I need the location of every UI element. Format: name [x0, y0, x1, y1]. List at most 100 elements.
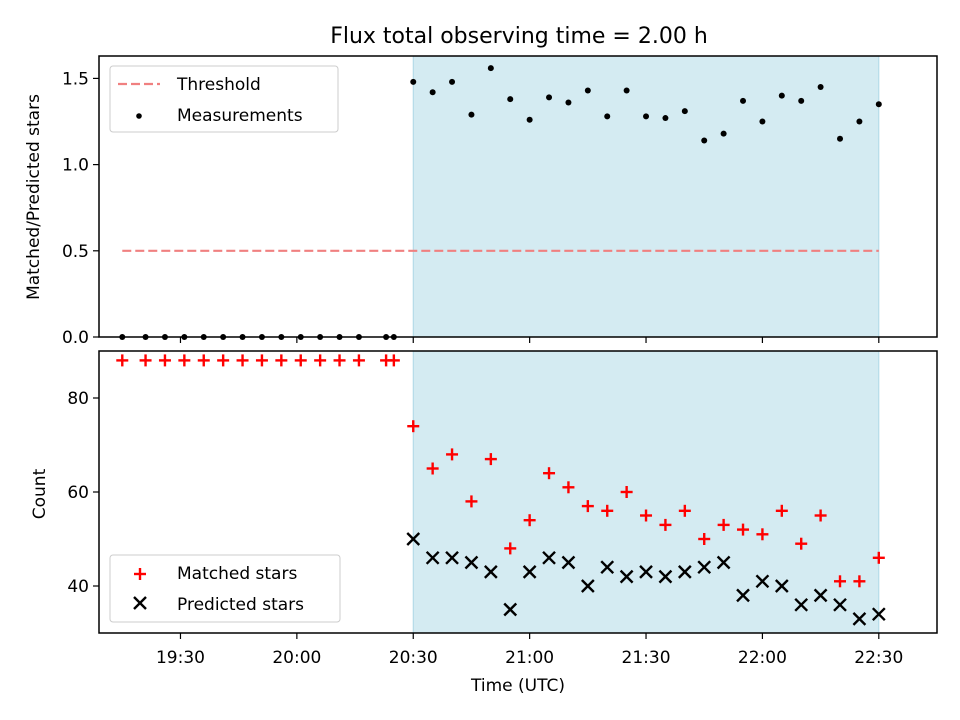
predicted-stars-point	[697, 560, 712, 575]
predicted-stars-point	[658, 569, 673, 584]
legend-predicted-swatch	[133, 596, 147, 610]
panel-ratio-frame	[98, 55, 938, 338]
measurement-point	[449, 78, 456, 85]
predicted-stars-point	[716, 555, 731, 570]
matched-stars-point	[484, 453, 497, 466]
matched-stars-point	[795, 537, 808, 550]
predicted-stars-point	[522, 565, 537, 579]
predicted-stars-point	[464, 555, 479, 570]
x-axis-label: Time (UTC)	[470, 676, 565, 696]
measurement-point	[643, 113, 650, 120]
predicted-stars-point	[871, 607, 886, 622]
matched-stars-point	[116, 354, 129, 367]
measurement-point	[875, 101, 882, 108]
matched-stars-point	[236, 354, 249, 367]
matched-stars-point	[139, 354, 152, 367]
measurement-point	[468, 111, 475, 118]
measurement-point	[584, 87, 591, 94]
y-tick-label: 80	[67, 389, 89, 409]
predicted-stars-point	[542, 550, 556, 565]
y-tick-label: 1.5	[62, 69, 89, 89]
legend-matched-label: Matched stars	[177, 564, 297, 584]
matched-stars-point	[814, 509, 827, 522]
matched-stars-point	[737, 523, 750, 536]
measurement-point	[701, 137, 708, 144]
measurement-point	[429, 89, 436, 96]
measurement-point	[526, 116, 533, 123]
matched-stars-point	[158, 354, 171, 367]
panel-counts-shade	[412, 350, 880, 634]
legend-measurements-label: Measurements	[177, 106, 303, 126]
predicted-stars-point	[619, 569, 634, 584]
matched-stars-point	[601, 504, 614, 517]
matched-stars-point	[698, 533, 711, 545]
legend-matched-swatch	[134, 568, 146, 580]
measurement-point	[623, 87, 630, 94]
predicted-stars-point	[580, 579, 595, 593]
panel-counts: 40 60 80 19:30 20:00 20:30 21:00 21:30 22:00 22:…	[30, 350, 938, 696]
measurement-point	[720, 130, 727, 137]
predicted-stars-point	[852, 612, 867, 626]
matched-stars-point	[178, 354, 191, 367]
x-tick-label: 21:00	[505, 648, 554, 668]
chart-title: Flux total observing time = 2.00 h	[330, 24, 708, 49]
matched-stars-point	[775, 504, 788, 517]
measurement-point	[681, 108, 688, 115]
matched-stars-point	[275, 354, 288, 367]
measurement-point	[487, 65, 494, 72]
measurement-point	[662, 115, 669, 122]
observing-interval-shade	[412, 55, 880, 338]
measurement-point	[604, 113, 611, 120]
matched-stars-point	[314, 354, 327, 367]
predicted-stars-point	[677, 565, 692, 579]
matched-stars-point	[620, 486, 633, 498]
matched-stars-point	[834, 575, 847, 588]
x-tick-label: 20:30	[389, 648, 438, 668]
predicted-stars-point	[736, 588, 750, 603]
measurement-point	[410, 78, 417, 85]
observing-interval-shade	[412, 350, 880, 634]
measurement-point	[817, 84, 824, 91]
matched-stars-point	[217, 354, 230, 367]
predicted-stars-point	[755, 574, 770, 589]
measurement-point	[798, 97, 805, 104]
predicted-stars-point	[794, 597, 809, 612]
predicted-stars-point	[561, 555, 576, 570]
legend-measurements-swatch	[136, 113, 142, 119]
matched-stars-point	[333, 354, 346, 367]
matched-stars-point	[197, 354, 210, 367]
measurement-point	[759, 118, 766, 125]
matched-stars-point	[872, 551, 885, 564]
panel-counts-xaxis: 19:30 20:00 20:30 21:00 21:30 22:00 22:30	[156, 633, 903, 668]
matched-stars-point	[387, 354, 400, 367]
measurement-point	[565, 99, 572, 106]
measurement-point	[546, 94, 553, 101]
matched-stars-point	[543, 467, 556, 480]
predicted-stars-point	[406, 532, 421, 546]
panel-counts-ylabel: Count	[30, 468, 50, 519]
matched-stars-point	[523, 514, 536, 527]
predicted-stars-point	[503, 602, 518, 617]
y-tick-label: 0.0	[62, 328, 89, 348]
matched-stars-point	[255, 354, 268, 367]
predicted-stars-point	[774, 579, 789, 593]
legend-counts-box	[109, 554, 341, 623]
measurement-point	[740, 97, 747, 104]
x-tick-label: 22:00	[738, 648, 787, 668]
measurement-point	[856, 118, 863, 125]
y-tick-label: 60	[67, 483, 89, 503]
x-tick-label: 21:30	[622, 648, 671, 668]
matched-stars-point	[352, 354, 365, 367]
matched-stars-point	[504, 542, 517, 555]
panel-ratio-shade	[412, 55, 880, 338]
matched-stars-point	[407, 420, 420, 433]
measurement-point	[837, 135, 844, 142]
y-tick-label: 1.0	[62, 156, 89, 176]
legend-predicted-label: Predicted stars	[177, 595, 304, 615]
matched-stars-point	[294, 354, 307, 367]
matched-stars-point	[446, 448, 459, 461]
measurement-point	[507, 96, 514, 103]
matched-stars-point	[853, 575, 866, 588]
y-tick-label: 0.5	[62, 242, 89, 262]
